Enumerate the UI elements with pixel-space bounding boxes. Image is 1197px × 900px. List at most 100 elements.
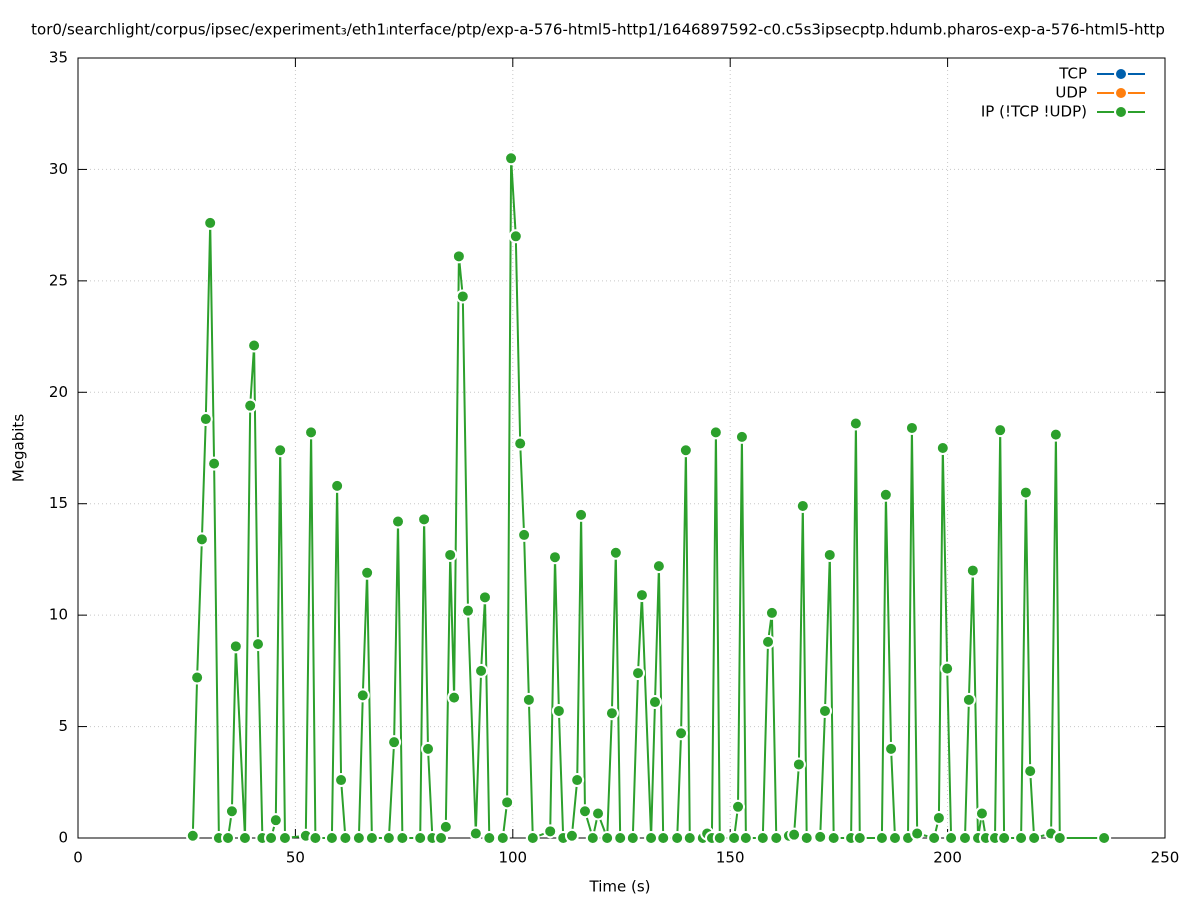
data-point [190,670,205,685]
x-tick-label: 250 [1151,849,1180,867]
data-point [194,532,209,547]
data-point [577,804,592,819]
data-point [761,634,776,649]
data-point [852,831,867,845]
data-point [508,229,523,244]
y-tick-label: 15 [49,494,68,512]
data-point [268,813,283,828]
data-point [574,507,589,522]
data-point [221,831,236,845]
data-point [795,498,810,513]
data-point [904,420,919,435]
data-point [504,151,519,166]
x-tick-label: 200 [933,849,962,867]
data-point [727,831,742,845]
data-point [434,831,449,845]
data-point [631,666,646,681]
data-point [944,831,959,845]
x-tick-label: 50 [286,849,305,867]
data-point [355,688,370,703]
data-point [822,547,837,562]
data-point [1027,831,1042,845]
data-point [961,692,976,707]
data-point [1097,831,1112,845]
data-point [634,588,649,603]
data-point [787,827,802,842]
data-point [608,545,623,560]
data-point [364,831,379,845]
data-point [791,757,806,772]
data-point [251,637,266,652]
data-point [997,831,1012,845]
data-point [712,831,727,845]
legend-swatch [1114,67,1128,81]
data-point [600,831,615,845]
data-point [308,831,323,845]
data-point [769,831,784,845]
data-point [935,441,950,455]
data-point [993,423,1008,438]
data-point [391,514,406,529]
data-point [1014,831,1029,845]
data-point [570,773,585,788]
data-point [799,831,814,845]
data-point [421,741,436,756]
data-point [334,773,349,788]
data-point [381,831,396,845]
data-point [500,795,515,810]
x-tick-label: 0 [73,849,83,867]
data-point [848,416,863,431]
data-point [443,547,458,562]
data-point [387,735,402,750]
data-point [644,831,659,845]
y-tick-label: 30 [49,160,68,178]
series-line [191,158,1105,841]
data-point [874,831,889,845]
x-axis-label: Time (s) [589,878,651,896]
data-point [273,443,288,458]
data-point [330,478,345,493]
legend-label: TCP [1058,65,1087,83]
data-point [521,692,536,707]
data-point [585,831,600,845]
data-point [957,831,972,845]
data-point [461,603,476,618]
data-point [447,690,462,705]
y-tick-label: 25 [49,271,68,289]
data-point [482,831,497,845]
data-point [678,443,693,458]
data-point [974,806,989,821]
legend-swatch [1114,86,1128,100]
data-point [670,831,685,845]
data-point [338,831,353,845]
data-point [1018,485,1033,500]
data-point [755,831,770,845]
data-point [731,799,746,814]
data-point [878,487,893,502]
data-point [304,425,319,440]
data-point [477,590,492,605]
legend-swatch [1114,105,1128,119]
y-tick-label: 20 [49,383,68,401]
data-point [564,828,579,843]
data-point [940,661,955,676]
y-tick-label: 10 [49,606,68,624]
data-point [277,831,292,845]
data-point [613,831,628,845]
data-point [495,831,510,845]
data-point [651,559,666,574]
data-point [543,824,558,839]
data-point [413,831,428,845]
data-point [927,831,942,845]
data-point [513,436,528,451]
data-point [360,565,375,580]
data-point [965,563,980,578]
data-point [185,828,200,843]
chart-title: tor0/searchlight/corpus/ipsec/experiment… [31,21,1165,39]
data-point [887,831,902,845]
y-axis-label: Megabits [10,414,28,482]
data-point [708,425,723,440]
data-point [884,741,899,756]
data-point [451,249,466,264]
